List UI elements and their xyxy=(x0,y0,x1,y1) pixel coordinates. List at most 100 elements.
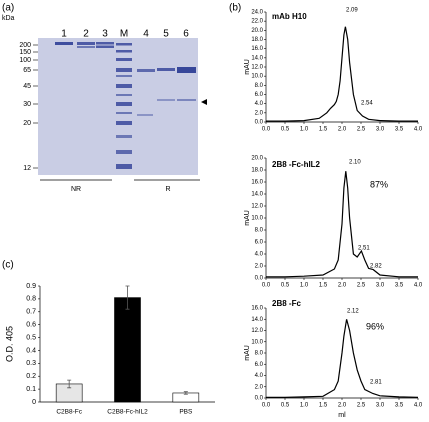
trace xyxy=(266,319,419,398)
y-tick-label: 10.0 xyxy=(251,216,263,222)
x-tick-label: 1.0 xyxy=(300,127,309,133)
trace xyxy=(266,26,418,122)
x-tick-label: 0.5 xyxy=(281,127,290,133)
y-tick-label: 0.8 xyxy=(26,296,36,303)
y-tick-label: 4.0 xyxy=(255,373,264,379)
y-tick-label: 12.0 xyxy=(251,328,263,334)
y-tick-label: 6.0 xyxy=(255,362,264,368)
y-axis-label: mAU xyxy=(244,59,251,75)
y-tick-label: 14.0 xyxy=(251,317,263,323)
gel-bands xyxy=(55,42,196,169)
x-tick-label: 3.5 xyxy=(395,403,404,409)
y-tick-label: 20.0 xyxy=(251,28,263,34)
y-tick-label: 24.0 xyxy=(251,10,263,16)
y-tick-label: 0.5 xyxy=(26,334,36,341)
annotation: 2.12 xyxy=(347,309,359,315)
x-tick-label: 0.5 xyxy=(281,403,290,409)
y-tick-label: 18.0 xyxy=(251,168,263,174)
y-tick-label: 16.0 xyxy=(251,306,263,312)
y-tick-label: 0.2 xyxy=(26,373,36,380)
y-tick-label: 16.0 xyxy=(251,180,263,186)
x-tick-label: C2B8-Fc-hIL2 xyxy=(107,409,148,416)
x-axis-label: ml xyxy=(338,412,346,419)
group-label: R xyxy=(165,186,170,193)
panel-label: (a) xyxy=(2,3,14,14)
y-tick-label: 0.0 xyxy=(255,120,264,126)
annotation: 2.54 xyxy=(361,101,373,107)
marker-label: 200 xyxy=(19,42,31,49)
x-tick-label: 0.0 xyxy=(262,283,271,289)
annotation: 2.82 xyxy=(370,264,382,270)
x-tick-label: C2B8-Fc xyxy=(56,409,82,416)
y-tick-label: 10.0 xyxy=(251,339,263,345)
lane-label: 4 xyxy=(143,29,149,40)
x-tick-label: 1.0 xyxy=(300,283,309,289)
y-tick-label: 0.0 xyxy=(255,396,264,402)
lane-label: 1 xyxy=(61,29,67,40)
x-tick-label: 2.5 xyxy=(357,403,366,409)
y-tick-label: 6.0 xyxy=(255,92,264,98)
gel xyxy=(38,38,207,181)
y-tick-label: 14.0 xyxy=(251,192,263,198)
y-tick-label: 0.9 xyxy=(26,283,36,290)
marker-label: 65 xyxy=(23,67,31,74)
y-tick-label: 8.0 xyxy=(255,83,264,89)
y-axis-label: mAU xyxy=(244,210,251,226)
marker-label: 12 xyxy=(23,165,31,172)
y-tick-label: 10.0 xyxy=(251,74,263,80)
y-tick-label: 14.0 xyxy=(251,55,263,61)
y-tick-label: 4.0 xyxy=(255,101,264,107)
marker-label: 30 xyxy=(23,101,31,108)
error-bar xyxy=(183,391,188,395)
chart-title: 2B8 -Fc-hIL2 xyxy=(272,160,321,169)
x-tick-label: 2.0 xyxy=(338,127,347,133)
y-tick-label: 0.6 xyxy=(26,322,36,329)
chart-title: 2B8 -Fc xyxy=(272,299,301,308)
y-tick-label: 8.0 xyxy=(255,351,264,357)
x-tick-label: 1.5 xyxy=(319,403,328,409)
x-tick-label: 2.5 xyxy=(357,283,366,289)
lane-label: 3 xyxy=(102,29,108,40)
group-label: NR xyxy=(71,186,81,193)
annotation: 2.09 xyxy=(346,8,358,14)
y-tick-label: 0.1 xyxy=(26,386,36,393)
y-tick-label: 16.0 xyxy=(251,46,263,52)
x-tick-label: 1.5 xyxy=(319,127,328,133)
x-tick-label: 3.0 xyxy=(376,283,385,289)
trace xyxy=(266,171,418,278)
lane-label: 5 xyxy=(163,29,169,40)
annotation: 96% xyxy=(366,321,384,331)
marker-label: 45 xyxy=(23,83,31,90)
x-tick-label: 3.0 xyxy=(376,403,385,409)
y-tick-label: 0.7 xyxy=(26,309,36,316)
lane-label: 2 xyxy=(83,29,89,40)
error-bar xyxy=(67,379,72,389)
x-tick-label: 1.5 xyxy=(319,283,328,289)
bar xyxy=(114,297,141,403)
y-axis-label: O.D. 405 xyxy=(4,326,14,362)
marker-label: 150 xyxy=(19,49,31,56)
y-tick-label: 22.0 xyxy=(251,19,263,25)
annotation: 2.81 xyxy=(370,380,382,386)
x-tick-label: 1.0 xyxy=(300,403,309,409)
y-axis-label: mAU xyxy=(244,345,251,361)
x-tick-label: 4.0 xyxy=(414,127,423,133)
y-tick-label: 4.0 xyxy=(255,252,264,258)
y-tick-label: 2.0 xyxy=(255,264,264,270)
y-tick-label: 12.0 xyxy=(251,65,263,71)
x-tick-label: 0.5 xyxy=(281,283,290,289)
x-tick-label: 2.0 xyxy=(338,283,347,289)
unit-label: kDa xyxy=(2,15,15,22)
x-tick-label: PBS xyxy=(179,409,193,416)
y-tick-label: 12.0 xyxy=(251,204,263,210)
y-tick-label: 20.0 xyxy=(251,156,263,162)
x-tick-label: 3.5 xyxy=(395,127,404,133)
x-tick-label: 4.0 xyxy=(414,403,423,409)
y-tick-label: 18.0 xyxy=(251,37,263,43)
x-tick-label: 2.0 xyxy=(338,403,347,409)
x-tick-label: 3.5 xyxy=(395,283,404,289)
annotation: 2.51 xyxy=(358,246,370,252)
panel-label: (b) xyxy=(229,3,241,14)
annotation: 2.10 xyxy=(349,160,361,166)
